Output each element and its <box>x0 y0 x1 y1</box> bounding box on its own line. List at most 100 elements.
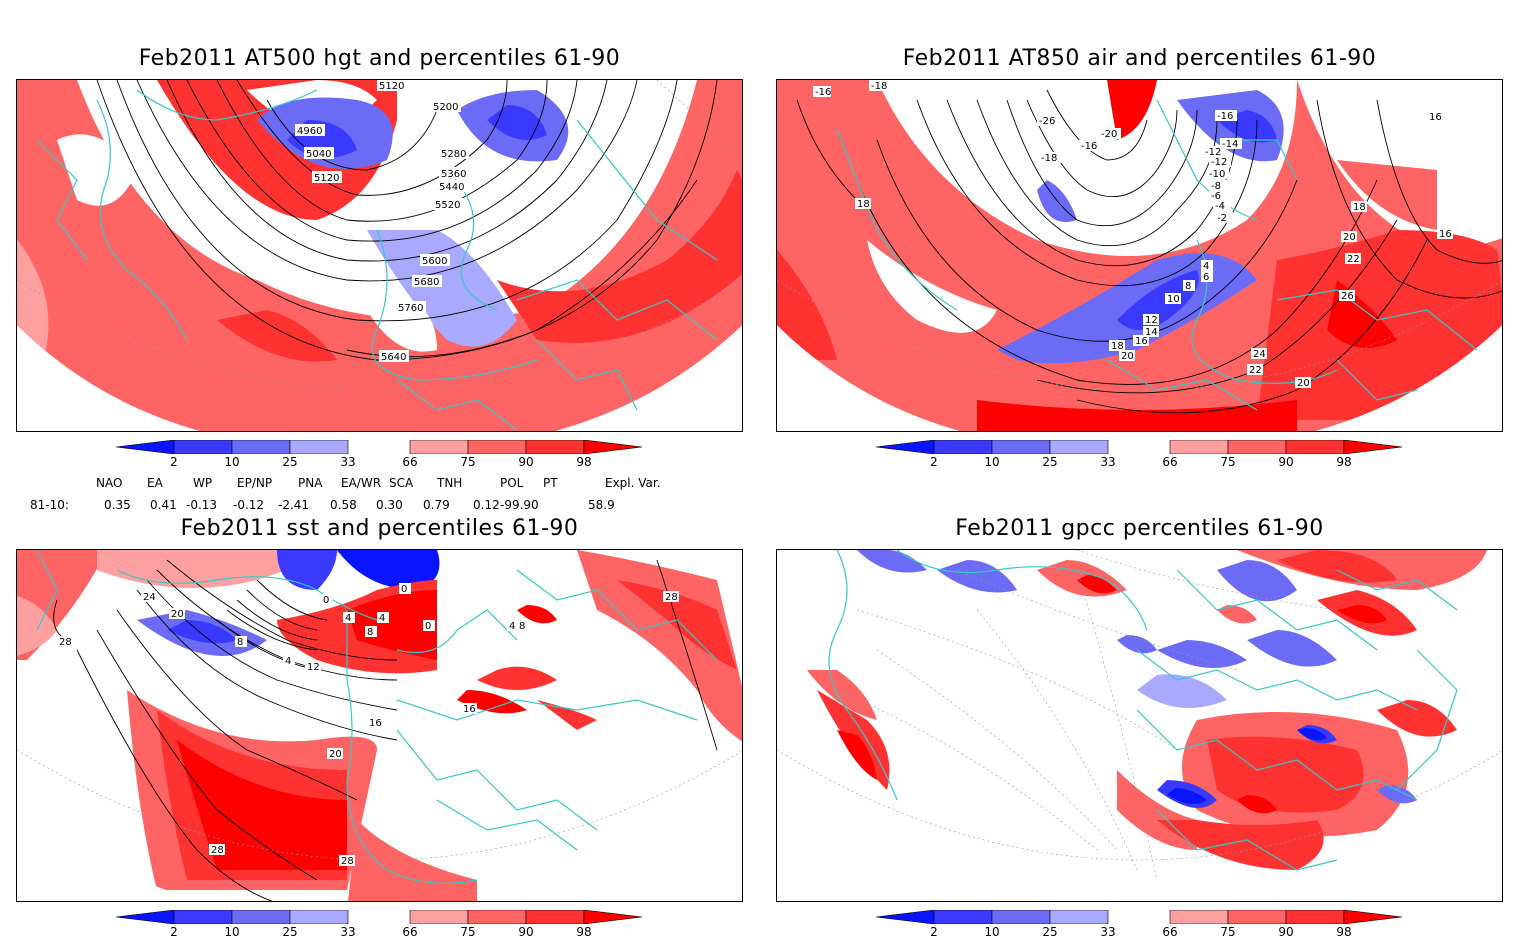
colorbar-tick: 25 <box>1042 925 1058 939</box>
index-header: EA <box>147 476 163 490</box>
contour-label: -16 <box>1081 141 1097 152</box>
index-value: 0.58 <box>330 498 357 512</box>
panel-title-gpcc: Feb2011 gpcc percentiles 61-90 <box>955 516 1324 541</box>
colorbar-at500: 2 10 25 33 66 75 90 98 <box>116 440 646 469</box>
colorbar-tick: 25 <box>282 925 298 939</box>
contour-label: 12 <box>307 662 320 673</box>
index-header: POL <box>500 476 524 490</box>
contour-label: 20 <box>329 749 342 760</box>
colorbar-tick: 98 <box>1336 455 1352 469</box>
index-header: WP <box>193 476 213 490</box>
contour-label: -14 <box>1222 139 1238 150</box>
contour-label: -2 <box>1217 213 1227 224</box>
contour-label: 10 <box>1167 294 1180 305</box>
contour-label: 4 <box>1203 261 1209 272</box>
contour-label: 24 <box>1253 349 1266 360</box>
contour-label: 0 <box>425 621 431 632</box>
contour-label: 5640 <box>381 352 406 363</box>
index-value: 0.35 <box>104 498 131 512</box>
panel-title-at850: Feb2011 AT850 air and percentiles 61-90 <box>902 46 1377 71</box>
contour-label: 8 <box>237 637 243 648</box>
contour-label: 28 <box>341 856 354 867</box>
contour-label: 5120 <box>379 81 404 92</box>
index-header: PNA <box>298 476 323 490</box>
contour-label: 4 <box>285 656 291 667</box>
index-header: EA/WR <box>341 476 382 490</box>
colorbar-tick: 90 <box>1278 925 1294 939</box>
contour-label: -18 <box>871 81 887 92</box>
contour-label: 16 <box>463 704 476 715</box>
colorbar-tick: 10 <box>224 925 240 939</box>
colorbar-tick: 98 <box>1336 925 1352 939</box>
index-header: TNH <box>437 476 463 490</box>
contour-label: 8 <box>519 621 525 632</box>
colorbar-tick: 33 <box>340 925 356 939</box>
index-header: EP/NP <box>237 476 273 490</box>
contour-label: -16 <box>1217 111 1233 122</box>
index-headers: NAO EA WP EP/NP PNA EA/WR SCA TNH POL PT… <box>0 476 700 492</box>
contour-label: 20 <box>1297 378 1310 389</box>
colorbar-tick: 10 <box>984 925 1000 939</box>
panel-title-at500: Feb2011 AT500 hgt and percentiles 61-90 <box>138 46 621 71</box>
contour-label: 24 <box>143 592 156 603</box>
contour-label: 4960 <box>297 126 322 137</box>
contour-label: 5360 <box>441 169 466 180</box>
contour-label: 0 <box>401 584 407 595</box>
contour-label: 4 <box>379 613 385 624</box>
index-value: 0.79 <box>423 498 450 512</box>
contour-label: -4 <box>1215 201 1225 212</box>
contour-label: 28 <box>665 592 678 603</box>
contour-label: 18 <box>857 199 870 210</box>
contour-label: 16 <box>1429 112 1442 123</box>
colorbar-tick: 10 <box>224 455 240 469</box>
map-at500-hgt: 5120 5200 4960 5040 5120 5280 5360 5440 … <box>16 79 743 432</box>
contour-label: 16 <box>1135 336 1148 347</box>
contour-label: 22 <box>1347 254 1360 265</box>
colorbar-tick: 2 <box>170 925 178 939</box>
index-value: 58.9 <box>588 498 615 512</box>
contour-label: -12 <box>1205 147 1221 158</box>
contour-label: 5600 <box>422 256 447 267</box>
colorbar-tick: 75 <box>1220 455 1236 469</box>
contour-label: 20 <box>1121 351 1134 362</box>
colorbar-tick: 33 <box>1100 925 1116 939</box>
contour-label: 0 <box>323 595 329 606</box>
contour-label: 28 <box>211 845 224 856</box>
contour-label: 5680 <box>414 277 439 288</box>
index-value: -0.12 <box>233 498 265 512</box>
colorbar-tick: 25 <box>1042 455 1058 469</box>
contour-label: 5040 <box>306 149 331 160</box>
map-sst: 24 28 20 0 0 4 8 4 0 4 8 12 16 16 20 28 … <box>16 549 743 902</box>
index-value: 0.30 <box>376 498 403 512</box>
index-header: PT <box>543 476 558 490</box>
colorbar-tick: 33 <box>340 455 356 469</box>
map-gpcc <box>776 549 1503 902</box>
colorbar-tick: 98 <box>576 455 592 469</box>
contour-label: -10 <box>1209 169 1225 180</box>
colorbar-tick: 25 <box>282 455 298 469</box>
contour-label: 20 <box>1343 232 1356 243</box>
colorbar-tick: 98 <box>576 925 592 939</box>
contour-label: 16 <box>369 718 382 729</box>
index-value: -99.90 <box>500 498 539 512</box>
contour-label: 18 <box>1111 341 1124 352</box>
colorbar-tick: 66 <box>402 925 418 939</box>
contour-label: -20 <box>1101 129 1117 140</box>
index-value: 0.41 <box>150 498 177 512</box>
colorbar-tick: 66 <box>1162 455 1178 469</box>
index-header: Expl. Var. <box>605 476 661 490</box>
panel-title-sst: Feb2011 sst and percentiles 61-90 <box>180 516 579 541</box>
index-header: NAO <box>96 476 123 490</box>
colorbar-tick: 2 <box>930 455 938 469</box>
contour-label: 4 <box>345 613 351 624</box>
contour-label: 5280 <box>441 149 466 160</box>
contour-label: 6 <box>1203 272 1209 283</box>
contour-label: 5200 <box>433 102 458 113</box>
contour-label: 14 <box>1145 327 1158 338</box>
contour-label: 4 <box>509 621 515 632</box>
colorbar-tick: 66 <box>1162 925 1178 939</box>
colorbar-tick: 90 <box>1278 455 1294 469</box>
contour-label: -8 <box>1211 181 1221 192</box>
contour-label: 18 <box>1353 202 1366 213</box>
contour-label: -12 <box>1211 157 1227 168</box>
